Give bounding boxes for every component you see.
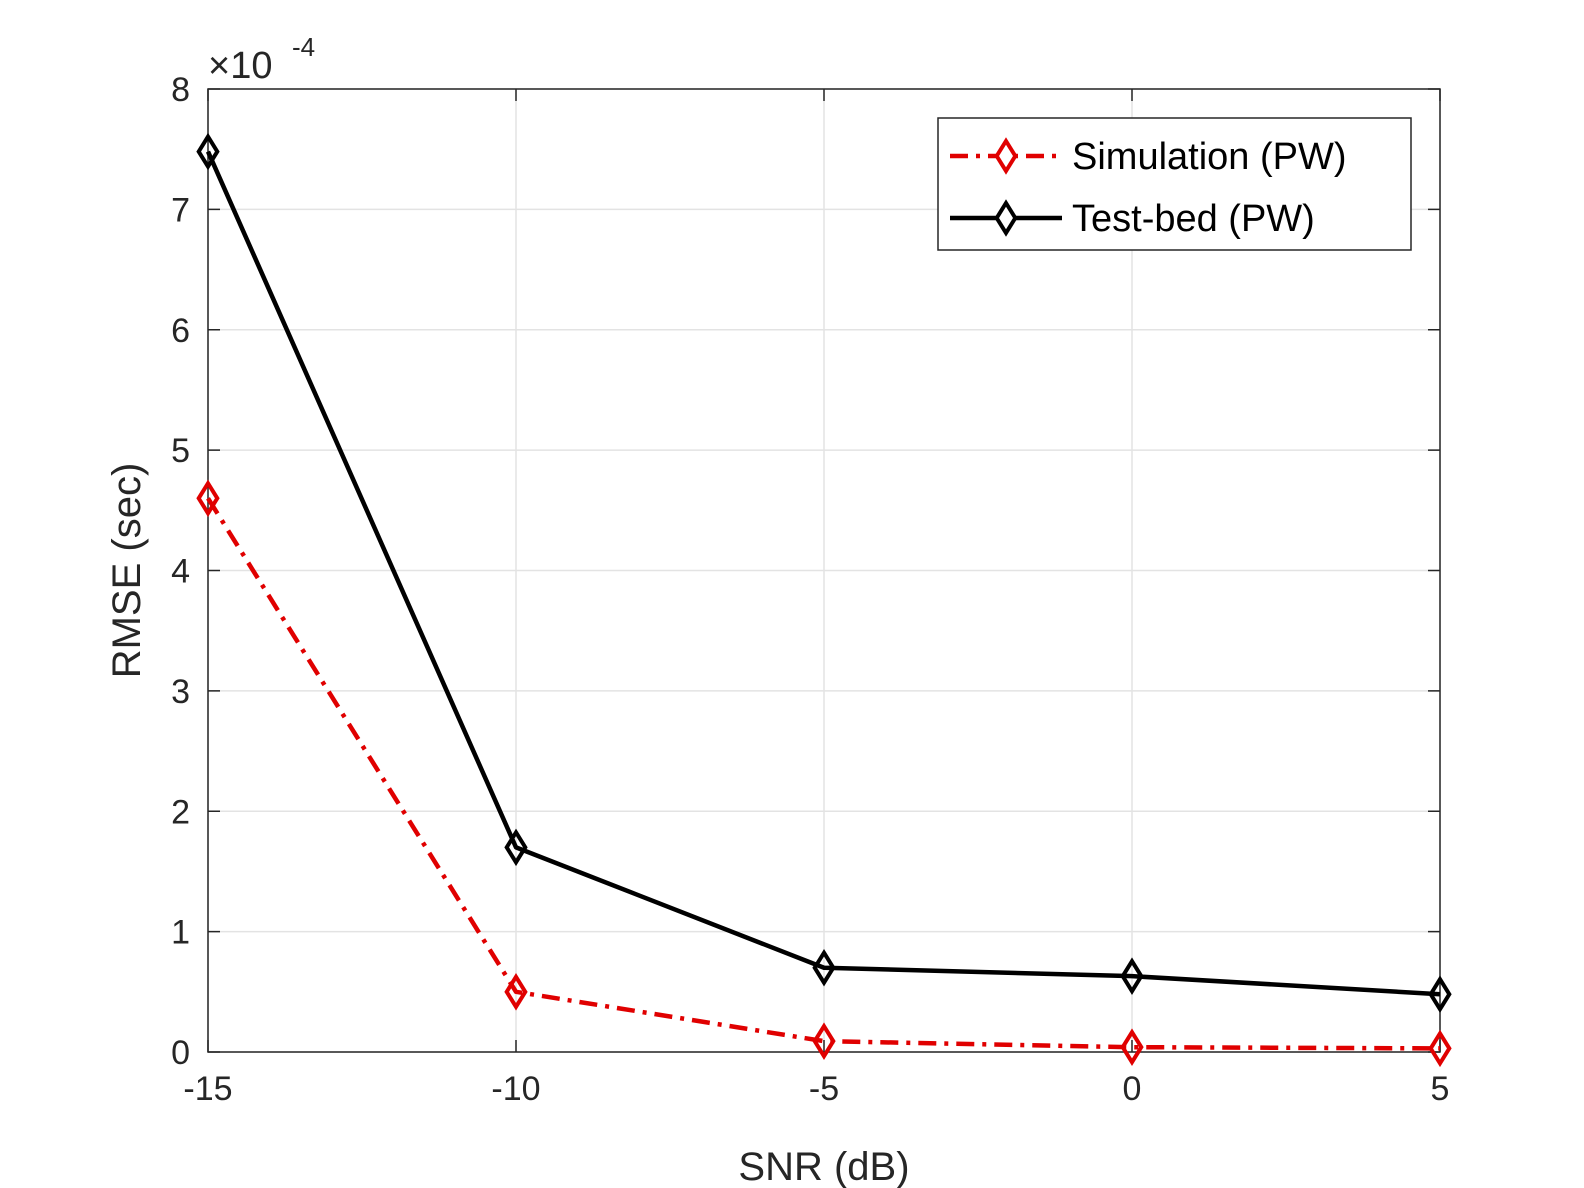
series-line xyxy=(206,497,1441,1051)
series-0 xyxy=(196,479,1452,1068)
tick-marks xyxy=(207,88,1441,1053)
x-tick-label: -10 xyxy=(491,1070,540,1108)
y-exponent-base: ×10 xyxy=(208,45,272,87)
legend-label: Test-bed (PW) xyxy=(1072,198,1315,240)
data-point xyxy=(812,948,836,987)
series-1 xyxy=(196,132,1452,1014)
series-layer xyxy=(196,132,1452,1068)
data-point xyxy=(504,973,528,1011)
y-axis-label: RMSE (sec) xyxy=(105,463,149,679)
data-point xyxy=(1428,975,1452,1014)
y-tick-label: 2 xyxy=(171,793,190,831)
legend-marker xyxy=(994,199,1018,237)
x-tick-label: -15 xyxy=(183,1070,232,1108)
data-point xyxy=(1120,1028,1144,1066)
y-tick-label: 8 xyxy=(171,71,190,109)
x-tick-labels: -15 -10 -5 0 5 xyxy=(183,1070,1449,1108)
x-tick-label: 5 xyxy=(1431,1070,1450,1108)
y-tick-label: 7 xyxy=(171,191,190,229)
x-tick-label: -5 xyxy=(809,1070,839,1108)
data-point xyxy=(504,828,528,867)
y-exponent-power: -4 xyxy=(292,32,315,62)
y-tick-label: 6 xyxy=(171,312,190,350)
y-tick-label: 3 xyxy=(171,673,190,711)
y-tick-label: 4 xyxy=(171,553,190,591)
legend-label: Simulation (PW) xyxy=(1072,136,1347,178)
data-point xyxy=(196,132,220,171)
legend-entry: Test-bed (PW) xyxy=(950,198,1315,240)
y-tick-label: 1 xyxy=(171,914,190,952)
series-line xyxy=(205,150,1441,997)
y-tick-label: 0 xyxy=(171,1034,190,1072)
legend-entry: Simulation (PW) xyxy=(950,136,1347,178)
data-point xyxy=(196,479,220,518)
y-tick-labels: 0 1 2 3 4 5 6 7 8 xyxy=(171,71,190,1072)
x-axis-label: SNR (dB) xyxy=(738,1145,909,1188)
data-point xyxy=(812,1022,836,1060)
x-tick-label: 0 xyxy=(1123,1070,1142,1108)
y-tick-label: 5 xyxy=(171,432,190,470)
legend-marker xyxy=(994,137,1018,175)
data-point xyxy=(1428,1029,1452,1068)
legend: Simulation (PW) Test-bed (PW) xyxy=(937,117,1412,251)
legend-box xyxy=(937,117,1412,251)
data-point xyxy=(1120,957,1144,995)
